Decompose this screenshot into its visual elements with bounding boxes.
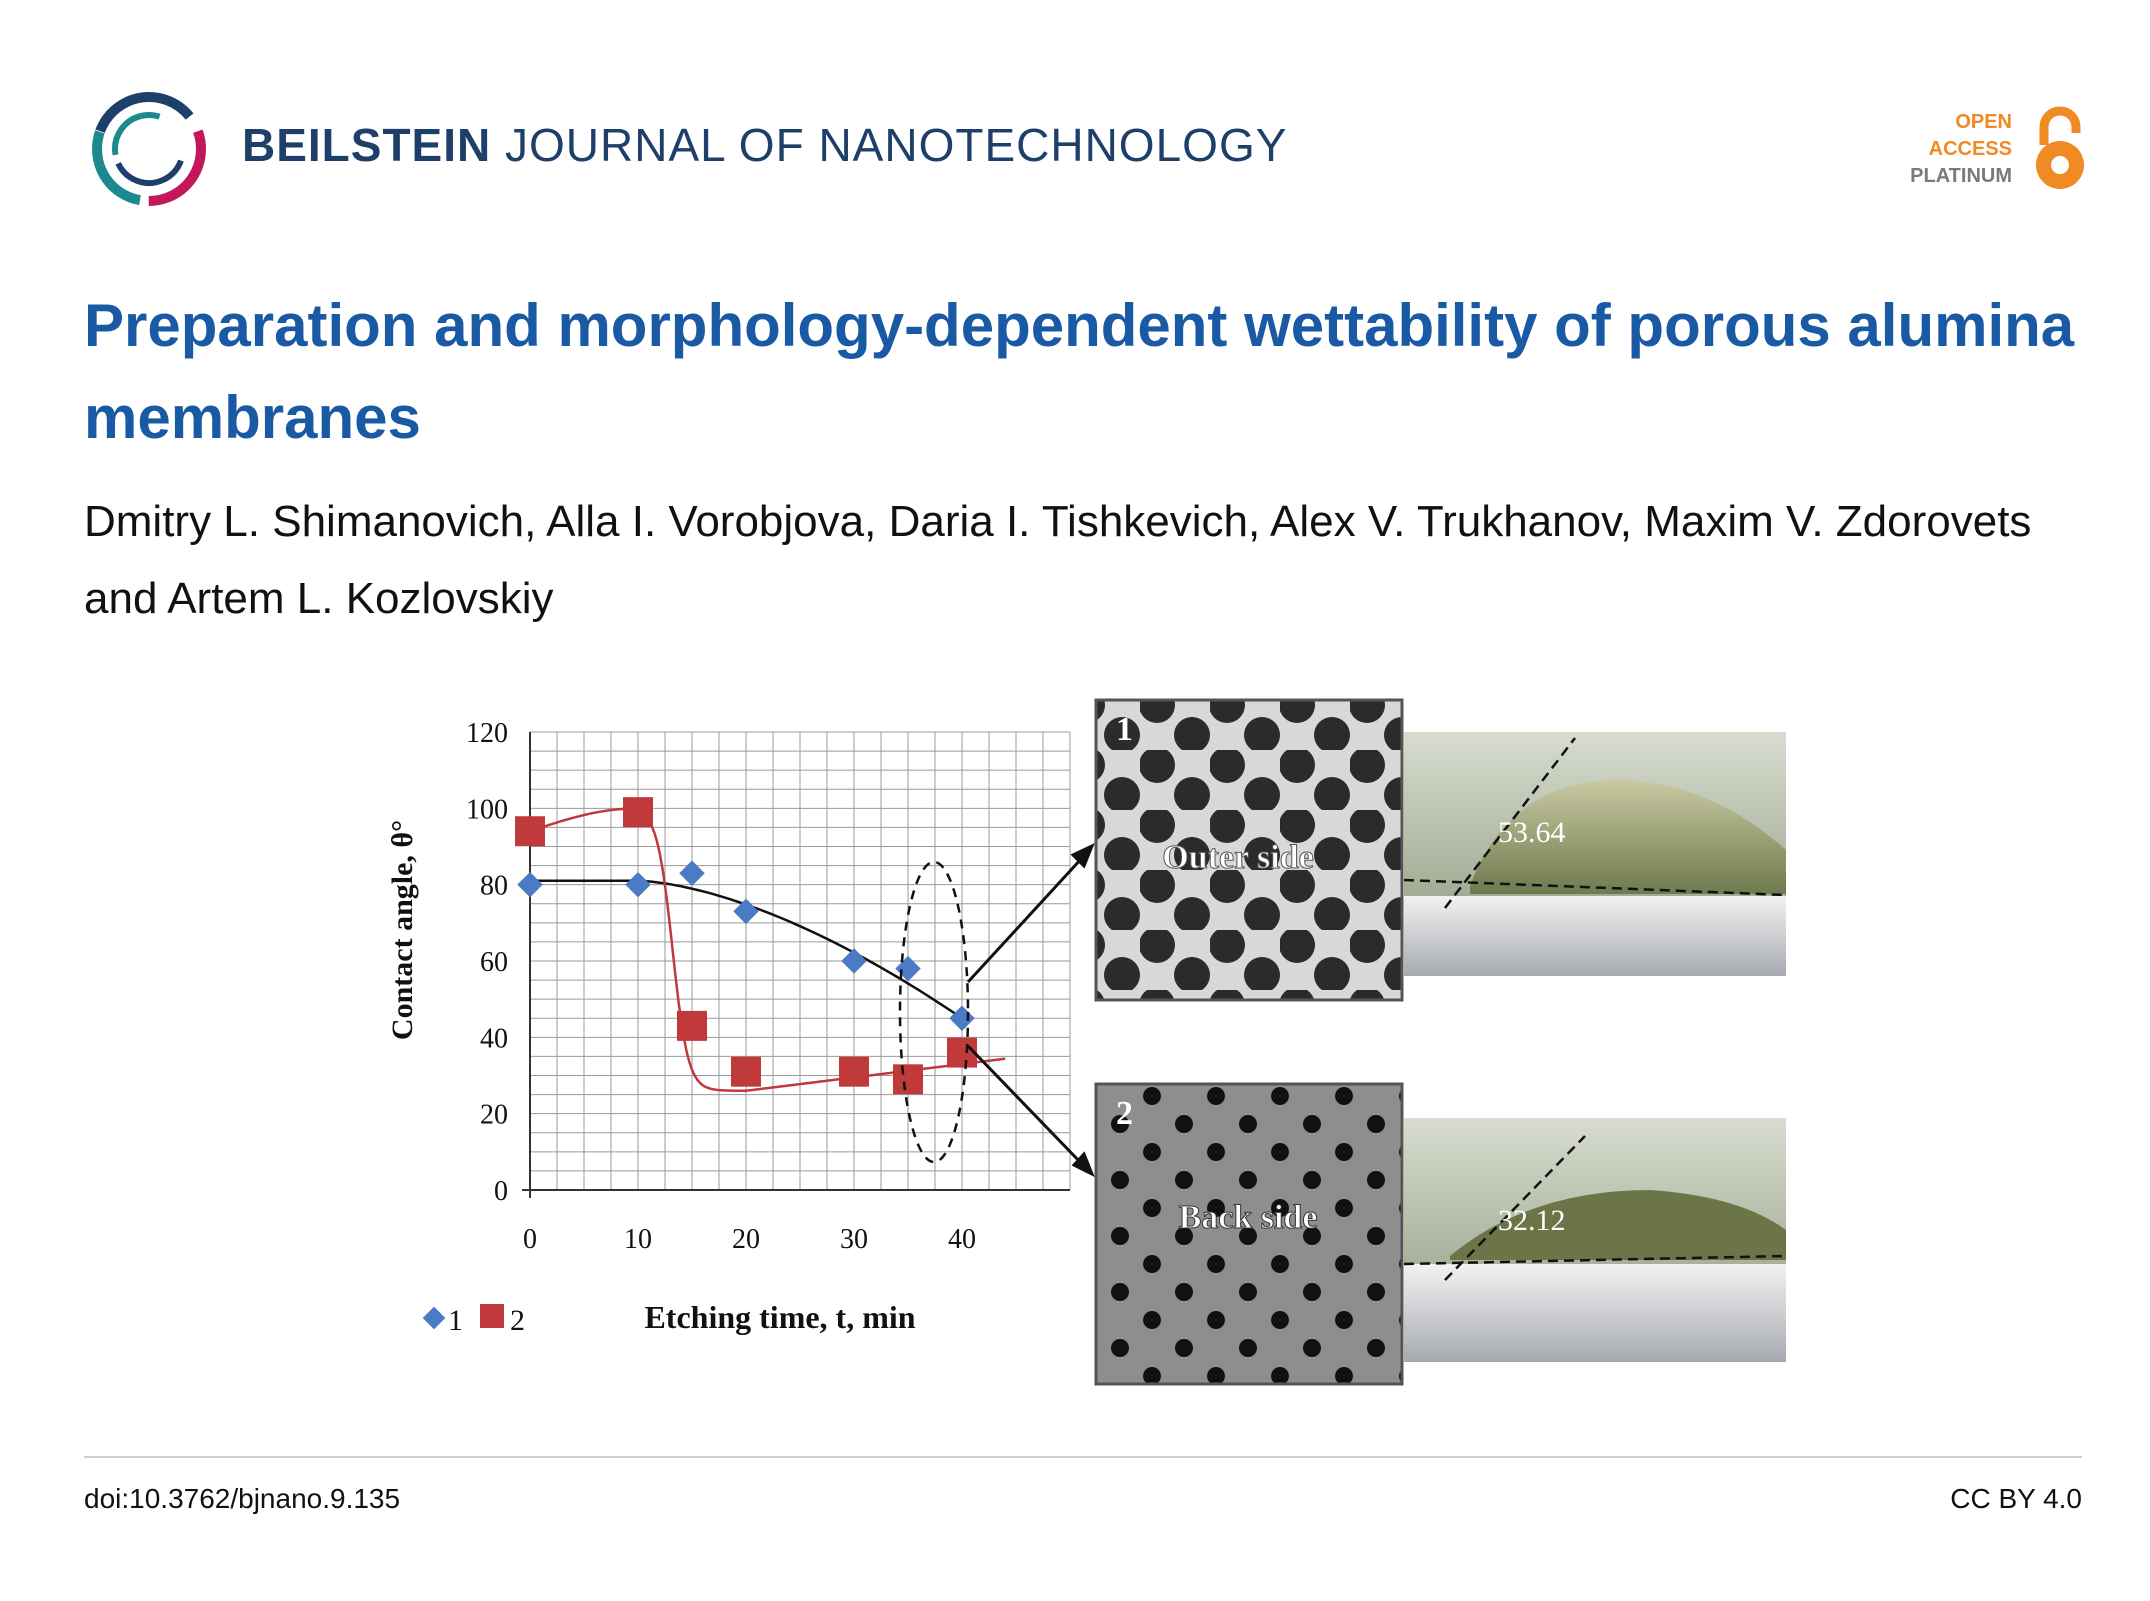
data-point-series-2: [839, 1056, 869, 1087]
chart-axes: [522, 732, 1070, 1198]
y-tick-label: 100: [466, 794, 508, 825]
data-point-series-2: [731, 1056, 761, 1087]
y-tick-label: 80: [480, 871, 508, 902]
droplet-photo-outer: 53.64: [1403, 732, 1787, 976]
droplet-photo-back: 32.12: [1403, 1118, 1787, 1362]
panel-number-1: 1: [1116, 711, 1133, 748]
y-axis-label: Contact angle, θ°: [386, 820, 419, 1040]
legend-marker-1: [422, 1306, 446, 1330]
data-point-series-2: [677, 1010, 707, 1041]
oa-line3: PLATINUM: [1910, 165, 2012, 187]
sem-panel-back: 2 Back side: [1094, 1082, 1404, 1386]
contact-angle-chart: 0 20 40 60 80 100 120 0 10 20 30 40 Contact angle, …: [386, 718, 1095, 1337]
arrows: [966, 843, 1095, 1178]
data-point-series-1: [841, 948, 867, 974]
journal-name-bold: BEILSTEIN: [242, 119, 492, 171]
y-tick-label: 60: [480, 947, 508, 978]
legend: 1 2: [422, 1304, 525, 1337]
data-point-series-2: [893, 1064, 923, 1095]
oa-line2: ACCESS: [1928, 138, 2012, 160]
open-access-badge: OPEN ACCESS PLATINUM: [1890, 105, 2090, 195]
license-text: CC BY 4.0: [1950, 1483, 2082, 1514]
article-authors: Dmitry L. Shimanovich, Alla I. Vorobjova…: [84, 497, 2032, 623]
x-tick-label: 0: [523, 1224, 537, 1255]
data-point-series-2: [947, 1037, 977, 1068]
y-tick-label: 120: [466, 718, 508, 749]
data-point-series-2: [623, 797, 653, 828]
data-point-series-1: [949, 1005, 975, 1031]
x-axis-label: Etching time, t, min: [644, 1299, 915, 1335]
x-tick-label: 20: [732, 1224, 760, 1255]
data-point-series-1: [517, 871, 543, 898]
x-tick-label: 40: [948, 1224, 976, 1255]
x-tick-label: 30: [840, 1224, 868, 1255]
journal-name: BEILSTEIN JOURNAL OF NANOTECHNOLOGY: [242, 118, 1287, 172]
contact-angle-value-outer: 53.64: [1498, 816, 1566, 849]
journal-logo: [92, 92, 206, 206]
contact-angle-value-back: 32.12: [1498, 1204, 1566, 1237]
tick-labels: 0 20 40 60 80 100 120 0 10 20 30 40: [466, 718, 976, 1255]
footer-divider: [84, 1456, 2082, 1458]
panel-number-2: 2: [1116, 1095, 1133, 1132]
data-point-series-2: [515, 816, 545, 847]
legend-marker-2: [480, 1304, 504, 1328]
panel-label-outer: Outer side: [1162, 839, 1313, 876]
trend-curve-series-2: [529, 807, 1006, 1092]
data-point-series-1: [625, 871, 651, 898]
y-tick-label: 20: [480, 1100, 508, 1131]
y-tick-label: 0: [494, 1176, 508, 1207]
y-tick-label: 40: [480, 1023, 508, 1054]
article-title: Preparation and morphology-dependent wet…: [84, 292, 2075, 451]
x-tick-label: 10: [624, 1224, 652, 1255]
open-access-text: OPEN ACCESS PLATINUM: [1910, 109, 2012, 190]
panel-label-back: Back side: [1179, 1199, 1318, 1236]
sem-panel-outer: 1 Outer side: [1094, 698, 1404, 1002]
legend-label-2: 2: [510, 1304, 525, 1337]
journal-name-rest: JOURNAL OF NANOTECHNOLOGY: [491, 119, 1288, 171]
doi-link[interactable]: doi:10.3762/bjnano.9.135: [84, 1483, 401, 1514]
graphical-abstract: 0 20 40 60 80 100 120 0 10 20 30 40 Contact angle, …: [386, 698, 1787, 1386]
trend-curves: [529, 807, 1006, 1092]
open-lock-icon: [2036, 106, 2084, 189]
oa-line1: OPEN: [1955, 111, 2012, 133]
legend-label-1: 1: [448, 1304, 463, 1337]
highlight-ellipse: [898, 860, 970, 1164]
data-point-series-1: [679, 860, 705, 886]
